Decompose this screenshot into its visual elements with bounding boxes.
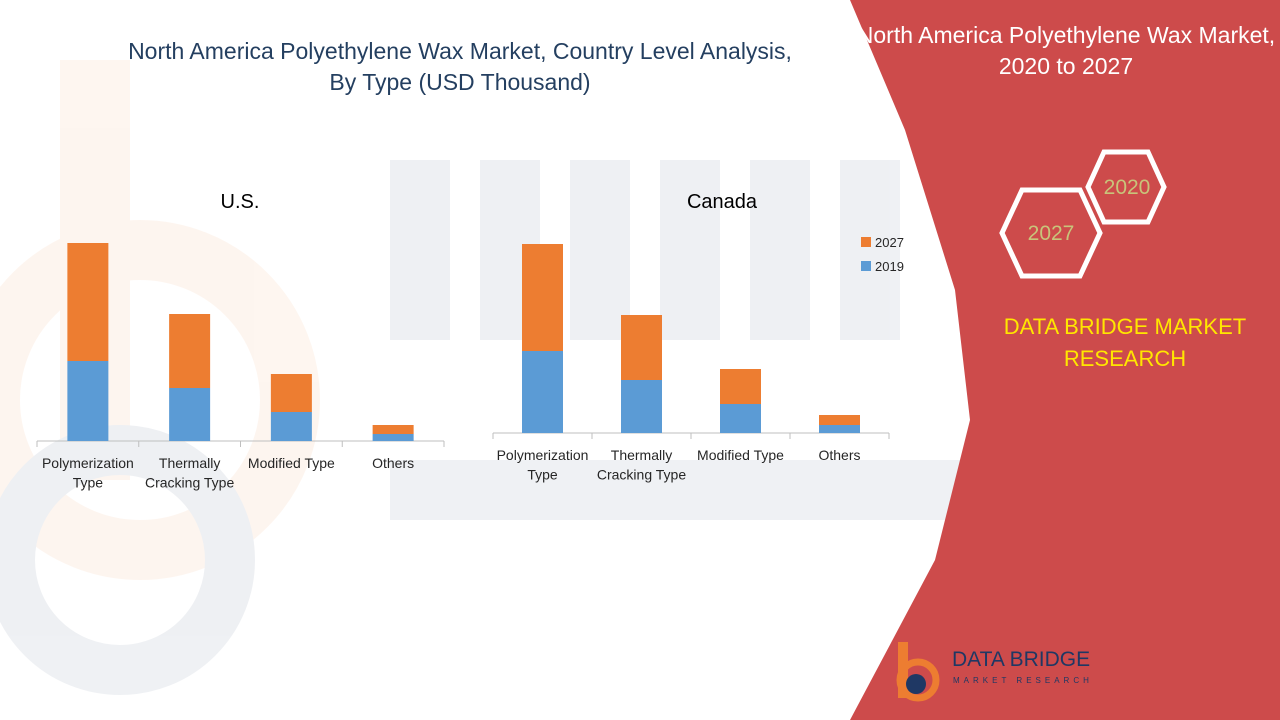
chart-title-us: U.S. [220, 191, 260, 213]
page-title: North America Polyethylene Wax Market, C… [128, 38, 792, 95]
brand-text: DATA BRIDGE MARKET RESEARCH [1003, 314, 1247, 371]
logo-name: DATA BRIDGE [952, 648, 1091, 671]
panel-title: North America Polyethylene Wax Market, 2… [856, 22, 1276, 79]
logo-subtitle: MARKET RESEARCH [953, 676, 1093, 685]
red-panel [850, 0, 1280, 720]
chart-title-canada: Canada [686, 191, 758, 213]
